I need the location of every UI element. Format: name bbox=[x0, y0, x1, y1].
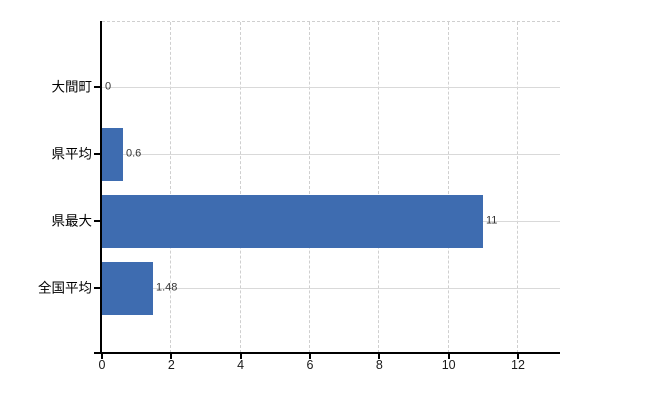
bar-value-label: 1.48 bbox=[156, 281, 178, 294]
y-axis-line bbox=[100, 21, 102, 354]
vertical-gridline bbox=[378, 22, 380, 353]
horizontal-gridline bbox=[102, 288, 560, 289]
vertical-gridline bbox=[170, 22, 172, 353]
category-label: 大間町 bbox=[51, 79, 93, 95]
category-label: 県平均 bbox=[51, 146, 93, 162]
category-label: 全国平均 bbox=[38, 280, 92, 296]
bar-value-label: 11 bbox=[486, 214, 498, 227]
x-axis-line bbox=[94, 352, 560, 354]
x-tick-label: 12 bbox=[511, 358, 525, 372]
x-axis-tick bbox=[309, 354, 311, 359]
x-axis-tick bbox=[378, 354, 381, 359]
x-tick-label: 0 bbox=[98, 358, 106, 372]
x-tick-label: 6 bbox=[306, 358, 314, 372]
horizontal-gridline bbox=[102, 154, 560, 155]
bar bbox=[102, 262, 153, 315]
x-axis-tick bbox=[447, 354, 450, 359]
bar bbox=[102, 195, 483, 248]
category-label: 県最大 bbox=[51, 213, 93, 229]
y-axis-tick bbox=[94, 153, 102, 155]
vertical-gridline bbox=[517, 22, 518, 353]
bar-value-label: 0 bbox=[105, 80, 112, 93]
x-axis-tick bbox=[517, 354, 519, 359]
y-axis-tick bbox=[94, 220, 102, 222]
x-axis-tick bbox=[170, 354, 173, 359]
x-tick-label: 2 bbox=[167, 358, 175, 372]
x-tick-label: 4 bbox=[237, 358, 245, 372]
x-axis-tick bbox=[101, 354, 103, 359]
x-axis-tick bbox=[239, 354, 242, 359]
bar-value-label: 0.6 bbox=[126, 147, 142, 160]
y-axis-tick bbox=[94, 287, 102, 289]
vertical-gridline bbox=[239, 22, 241, 353]
x-tick-label: 10 bbox=[441, 358, 456, 372]
vertical-gridline bbox=[309, 22, 310, 353]
x-tick-label: 8 bbox=[375, 358, 383, 372]
bar bbox=[102, 128, 123, 181]
y-axis-tick bbox=[94, 86, 102, 88]
vertical-gridline bbox=[447, 22, 449, 353]
horizontal-gridline bbox=[102, 87, 560, 88]
plot-area bbox=[102, 21, 560, 353]
